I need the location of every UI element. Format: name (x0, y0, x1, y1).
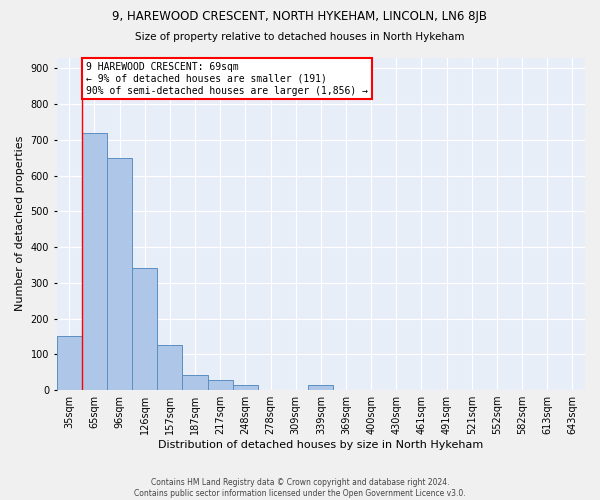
Text: Contains HM Land Registry data © Crown copyright and database right 2024.
Contai: Contains HM Land Registry data © Crown c… (134, 478, 466, 498)
Bar (308, 386, 334, 390)
Bar (56, 336, 82, 390)
Y-axis label: Number of detached properties: Number of detached properties (15, 136, 25, 312)
Bar (208, 380, 233, 390)
Bar (233, 386, 258, 390)
Bar (157, 346, 182, 390)
Text: Size of property relative to detached houses in North Hykeham: Size of property relative to detached ho… (135, 32, 465, 42)
Bar (132, 268, 157, 390)
X-axis label: Distribution of detached houses by size in North Hykeham: Distribution of detached houses by size … (158, 440, 484, 450)
Bar (82, 134, 107, 390)
Text: 9, HAREWOOD CRESCENT, NORTH HYKEHAM, LINCOLN, LN6 8JB: 9, HAREWOOD CRESCENT, NORTH HYKEHAM, LIN… (113, 10, 487, 23)
Bar (107, 158, 132, 390)
Text: 9 HAREWOOD CRESCENT: 69sqm
← 9% of detached houses are smaller (191)
90% of semi: 9 HAREWOOD CRESCENT: 69sqm ← 9% of detac… (86, 62, 368, 96)
Bar (182, 374, 208, 390)
